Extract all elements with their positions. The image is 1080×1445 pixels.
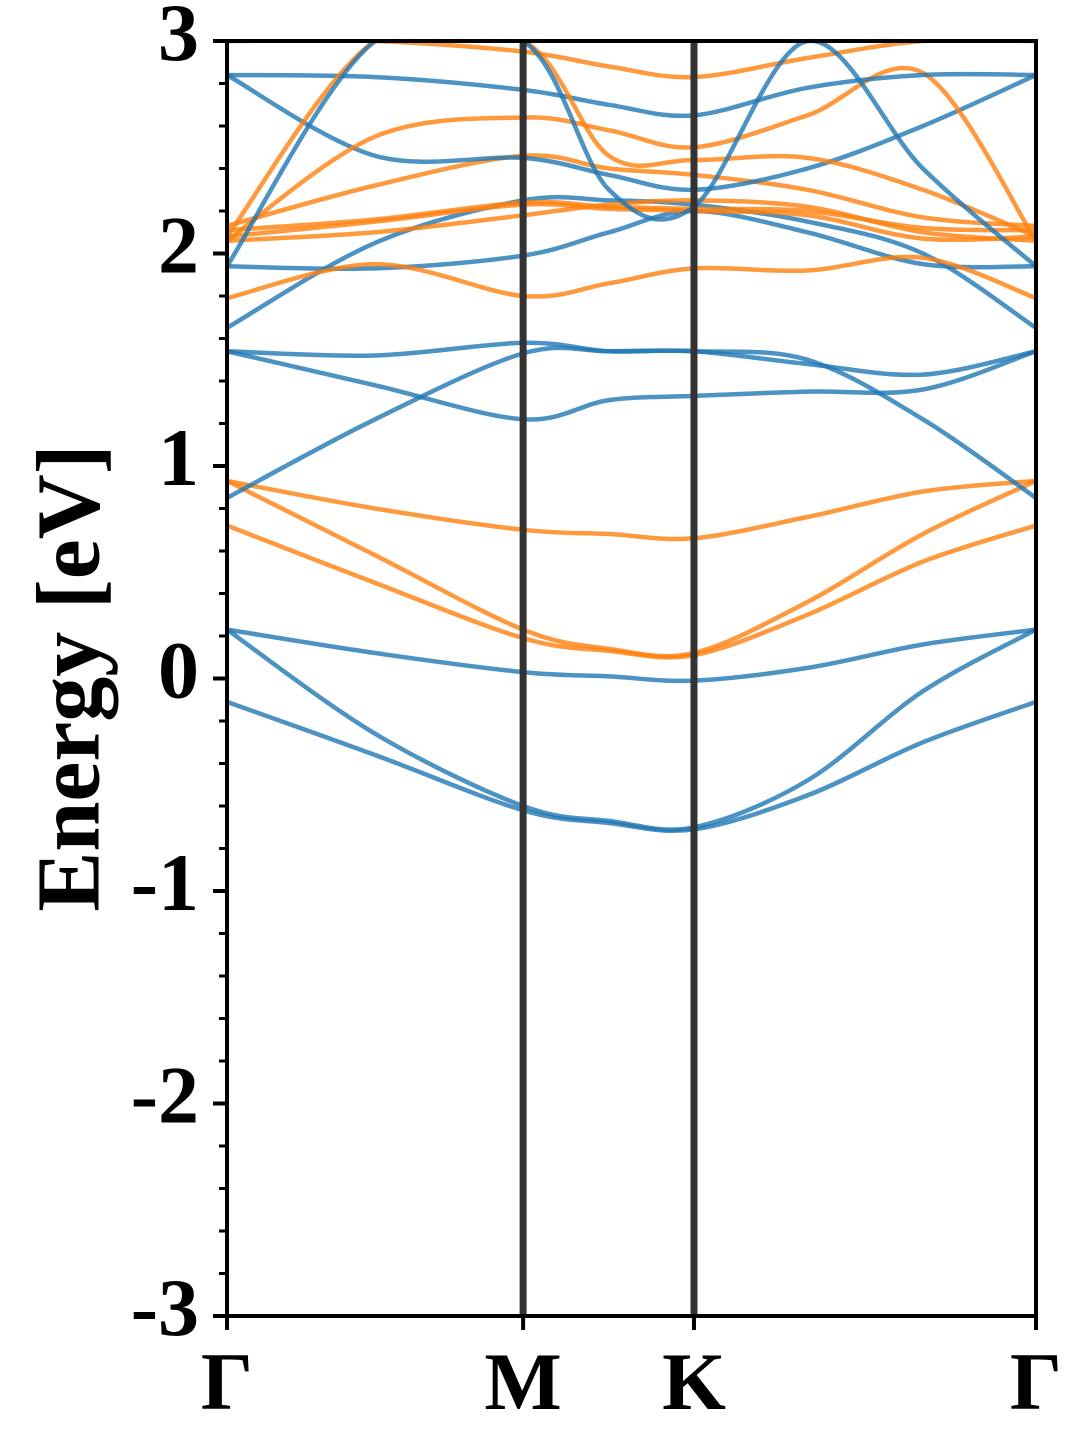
x-tick-label: M <box>484 1336 561 1427</box>
series-layer <box>227 41 1036 834</box>
y-tick-label: -2 <box>131 1049 199 1140</box>
band-line-16 <box>227 153 1036 229</box>
y-tick-label: -1 <box>131 837 199 928</box>
band-line-8 <box>227 340 1036 378</box>
band-line-13 <box>227 198 1036 244</box>
y-tick-label: 1 <box>158 412 199 503</box>
band-line-1 <box>227 699 1036 834</box>
y-tick-layer: 3 2 1 0 -1 -2 -3 <box>131 0 227 1353</box>
x-tick-label: K <box>662 1336 726 1427</box>
band-line-6 <box>227 478 1036 542</box>
band-line-11 <box>227 208 1036 272</box>
y-tick-label: 3 <box>158 0 199 78</box>
band-line-9 <box>227 349 1036 422</box>
y-tick-label: 0 <box>158 624 199 715</box>
band-line-12 <box>227 254 1036 301</box>
band-line-7 <box>227 345 1036 501</box>
x-tick-label: Γ <box>201 1336 253 1427</box>
band-line-15 <box>227 199 1036 233</box>
x-tick-label: Γ <box>1010 1336 1062 1427</box>
kpoint-divider-layer <box>519 41 698 1316</box>
band-line-19 <box>227 71 1036 119</box>
band-line-2 <box>227 627 1036 832</box>
band-line-5 <box>227 478 1036 659</box>
y-tick-label: -3 <box>131 1262 199 1353</box>
band-line-17 <box>227 72 1036 193</box>
y-axis-label: Energy [eV] <box>20 444 119 911</box>
y-tick-label: 2 <box>158 199 199 290</box>
band-line-3 <box>227 627 1036 684</box>
band-line-4 <box>227 523 1036 660</box>
